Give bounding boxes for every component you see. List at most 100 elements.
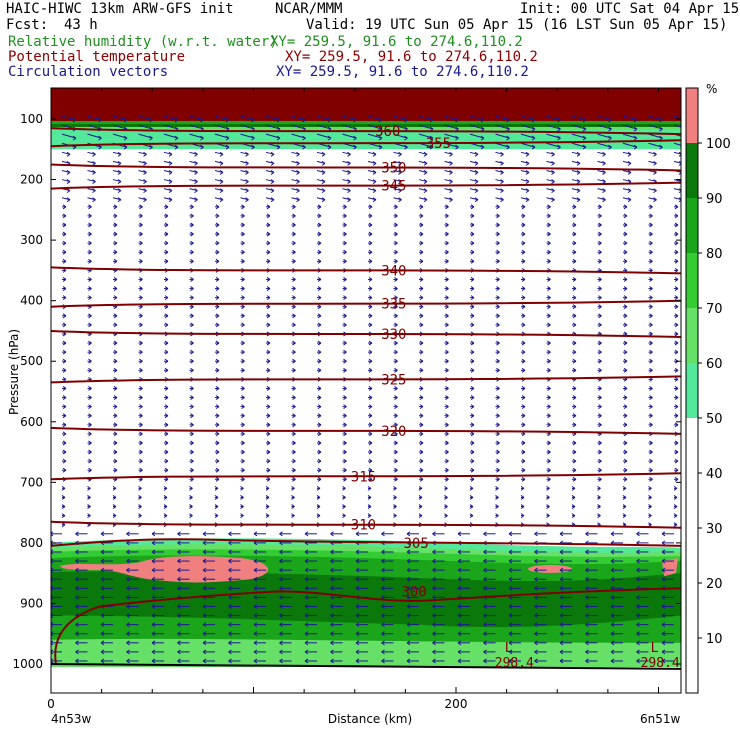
wind-vector-head	[623, 340, 628, 346]
wind-vector-head	[151, 531, 156, 537]
wind-vector-head	[100, 576, 105, 582]
wind-vector-head	[457, 567, 462, 573]
wind-vector-head	[483, 613, 487, 618]
wind-vector-head	[393, 513, 397, 519]
wind-vector-head	[190, 422, 194, 428]
wind-vector	[597, 133, 612, 139]
wind-vector-head	[648, 513, 652, 519]
wind-vector-head	[378, 135, 383, 141]
wind-vector-head	[674, 231, 679, 237]
wind-vector-head	[406, 576, 411, 582]
wind-vector-head	[353, 144, 357, 150]
wind-vector-head	[610, 531, 615, 537]
wind-vector-head	[164, 458, 169, 464]
wind-vector-head	[202, 531, 207, 537]
wind-vector-head	[266, 349, 271, 355]
wind-vector-head	[200, 135, 204, 141]
wind-vector-head	[623, 386, 628, 391]
wind-vector-head	[674, 413, 679, 419]
wind-vector-head	[547, 222, 551, 228]
wind-vector-head	[62, 358, 67, 364]
wind-vector-head	[455, 117, 459, 123]
wind-vector-head	[445, 367, 449, 373]
wind-vector-head	[483, 531, 487, 537]
wind-vector-head	[661, 549, 666, 555]
wind-vector-head	[151, 640, 156, 646]
wind-vector-head	[113, 213, 118, 219]
wind-vector-head	[202, 649, 207, 655]
wind-vector-head	[317, 322, 322, 328]
wind-vector-head	[296, 160, 300, 166]
wind-vector-head	[496, 313, 500, 319]
wind-vector-head	[245, 160, 249, 166]
wind-vector	[622, 133, 638, 139]
wind-vector-head	[496, 358, 500, 364]
wind-vector-head	[496, 458, 500, 464]
wind-vector-head	[353, 117, 357, 123]
wind-vector-head	[582, 117, 587, 123]
wind-vector-head	[571, 513, 576, 519]
wind-vector-head	[126, 585, 130, 591]
wind-vector-head	[661, 613, 666, 618]
wind-vector-head	[317, 458, 322, 464]
wind-vector-head	[194, 197, 198, 203]
wind-vector-head	[100, 531, 105, 537]
wind-vector-head	[623, 222, 628, 228]
wind-vector-head	[457, 613, 462, 618]
wind-vector-head	[117, 188, 122, 194]
wind-vector-head	[636, 613, 640, 618]
wind-vector-head	[623, 258, 628, 264]
wind-vector-head	[355, 613, 360, 618]
wind-vector-head	[394, 367, 398, 373]
wind-vector-head	[419, 386, 424, 391]
wind-vector-head	[228, 585, 232, 591]
init-time: Init: 00 UTC Sat 04 Apr 15	[520, 1, 740, 17]
wind-vector-head	[572, 222, 577, 228]
wind-vector-head	[419, 449, 424, 455]
wind-vector-head	[394, 449, 398, 455]
wind-vector	[316, 124, 332, 130]
wind-vector-head	[547, 340, 551, 346]
wind-vector-head	[126, 622, 130, 628]
wind-vector-head	[508, 531, 513, 537]
colorbar-tick-label: 50	[706, 412, 723, 427]
wind-vector-head	[381, 622, 385, 628]
wind-vector-head	[168, 170, 173, 175]
wind-vector-head	[572, 476, 577, 482]
wind-vector-head	[164, 204, 169, 210]
wind-vector-head	[661, 658, 666, 664]
wind-vector-head	[368, 476, 373, 482]
wind-vector-head	[321, 151, 326, 157]
wind-vector-head	[75, 549, 79, 555]
wind-vector-head	[636, 658, 640, 664]
wind-vector	[214, 133, 230, 139]
rh-band-lower	[51, 667, 681, 693]
wind-vector-head	[151, 576, 156, 582]
wind-vector	[393, 133, 408, 139]
wind-vector-head	[164, 286, 169, 291]
wind-vector	[520, 115, 536, 121]
wind-vector-head	[343, 349, 347, 355]
wind-vector-head	[241, 440, 245, 446]
wind-vector-head	[598, 476, 602, 482]
wind-vector-head	[302, 135, 306, 141]
wind-vector-head	[674, 331, 679, 337]
wind-vector-head	[368, 204, 373, 210]
wind-vector-head	[457, 604, 462, 609]
wind-vector-head	[123, 144, 128, 150]
wind-vector-head	[496, 413, 500, 419]
wind-vector	[571, 115, 587, 121]
wind-vector-head	[163, 504, 168, 509]
theta-label-360: 360	[375, 124, 400, 140]
org-label: NCAR/MMM	[275, 1, 343, 17]
wind-vector-head	[100, 631, 105, 637]
wind-vector-head	[88, 322, 92, 328]
wind-vector-head	[661, 540, 666, 546]
wind-vector-head	[343, 413, 347, 419]
wind-vector-head	[291, 485, 295, 491]
wind-vector-head	[419, 404, 424, 410]
wind-vector-head	[202, 613, 207, 618]
wind-vector-head	[342, 513, 346, 519]
x-tick-label: 200	[445, 697, 468, 711]
wind-vector-head	[75, 558, 79, 564]
